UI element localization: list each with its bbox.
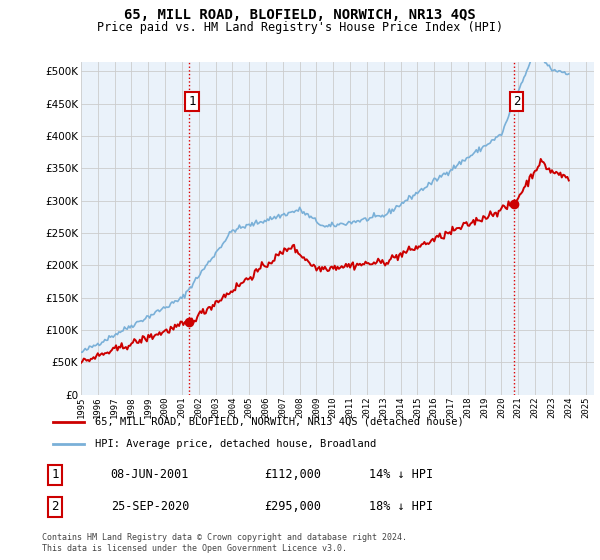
Text: 18% ↓ HPI: 18% ↓ HPI [370,500,433,514]
Text: £112,000: £112,000 [264,468,321,481]
Text: 65, MILL ROAD, BLOFIELD, NORWICH, NR13 4QS: 65, MILL ROAD, BLOFIELD, NORWICH, NR13 4… [124,8,476,22]
Text: 2: 2 [52,500,59,514]
Text: 25-SEP-2020: 25-SEP-2020 [110,500,189,514]
Text: 65, MILL ROAD, BLOFIELD, NORWICH, NR13 4QS (detached house): 65, MILL ROAD, BLOFIELD, NORWICH, NR13 4… [95,417,464,427]
Text: 1: 1 [188,95,196,108]
Text: 08-JUN-2001: 08-JUN-2001 [110,468,189,481]
Text: 14% ↓ HPI: 14% ↓ HPI [370,468,433,481]
Text: Contains HM Land Registry data © Crown copyright and database right 2024.
This d: Contains HM Land Registry data © Crown c… [42,533,407,553]
Text: £295,000: £295,000 [264,500,321,514]
Text: Price paid vs. HM Land Registry's House Price Index (HPI): Price paid vs. HM Land Registry's House … [97,21,503,34]
Text: 2: 2 [513,95,520,108]
Text: HPI: Average price, detached house, Broadland: HPI: Average price, detached house, Broa… [95,438,376,449]
Text: 1: 1 [52,468,59,481]
